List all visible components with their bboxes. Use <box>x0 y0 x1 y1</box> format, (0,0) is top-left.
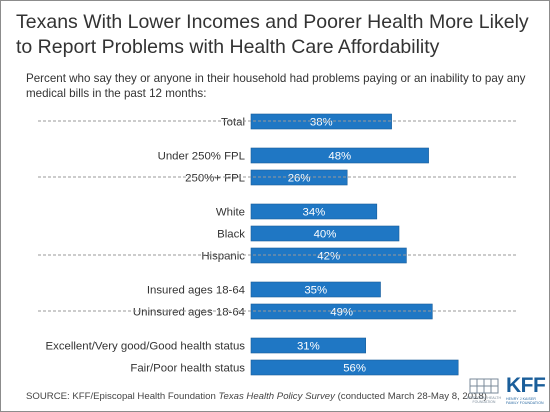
data-label-excellent-very-good-good-health-status: 31% <box>297 341 320 353</box>
category-label-black: Black <box>217 229 245 241</box>
category-label-under-250-fpl: Under 250% FPL <box>158 151 245 163</box>
category-label-hispanic: Hispanic <box>201 251 245 263</box>
category-label-fair-poor-health-status: Fair/Poor health status <box>130 363 245 375</box>
bar-black <box>250 225 400 242</box>
data-label-uninsured-ages-18-64: 49% <box>330 307 353 319</box>
source-note: SOURCE: KFF/Episcopal Health Foundation … <box>26 391 487 402</box>
episcopal-health-foundation-logo: EPISCOPAL HEALTH FOUNDATION <box>466 377 502 405</box>
category-label-uninsured-ages-18-64: Uninsured ages 18-64 <box>133 307 245 319</box>
data-label-insured-ages-18-64: 35% <box>304 285 327 297</box>
kff-logo-word: KFF <box>506 374 546 397</box>
chart-subtitle: Percent who say they or anyone in their … <box>26 72 526 100</box>
chart-title: Texans With Lower Incomes and Poorer Hea… <box>16 11 529 58</box>
bar-under-250-fpl <box>250 147 429 164</box>
data-label-hispanic: 42% <box>317 251 340 263</box>
kff-logo: KFF HENRY J KAISER FAMILY FOUNDATION <box>506 374 546 406</box>
bar-white <box>250 203 378 220</box>
category-label-insured-ages-18-64: Insured ages 18-64 <box>147 285 245 297</box>
category-label-250-fpl: 250%+ FPL <box>185 173 245 185</box>
data-label-white: 34% <box>302 207 325 219</box>
bar-excellent-very-good-good-health-status <box>250 337 366 354</box>
bar-insured-ages-18-64 <box>250 281 381 298</box>
source-suffix: (conducted March 28-May 8, 2018) <box>334 391 487 402</box>
data-label-total: 38% <box>310 117 333 129</box>
bar-fair-poor-health-status <box>250 359 459 376</box>
data-label-black: 40% <box>314 229 337 241</box>
ehf-logo-text: EPISCOPAL HEALTH FOUNDATION <box>467 396 501 404</box>
data-label-under-250-fpl: 48% <box>328 151 351 163</box>
data-label-250-fpl: 26% <box>288 173 311 185</box>
data-label-fair-poor-health-status: 56% <box>343 363 366 375</box>
survey-name: Texas Health Policy Survey <box>218 391 335 402</box>
category-label-excellent-very-good-good-health-status: Excellent/Very good/Good health status <box>46 341 246 353</box>
ehf-logo-icon <box>469 378 499 394</box>
category-label-white: White <box>216 207 245 219</box>
source-prefix: SOURCE: KFF/Episcopal Health Foundation <box>26 391 219 402</box>
category-label-total: Total <box>221 117 245 129</box>
kff-logo-subtext: HENRY J KAISER FAMILY FOUNDATION <box>506 397 544 405</box>
